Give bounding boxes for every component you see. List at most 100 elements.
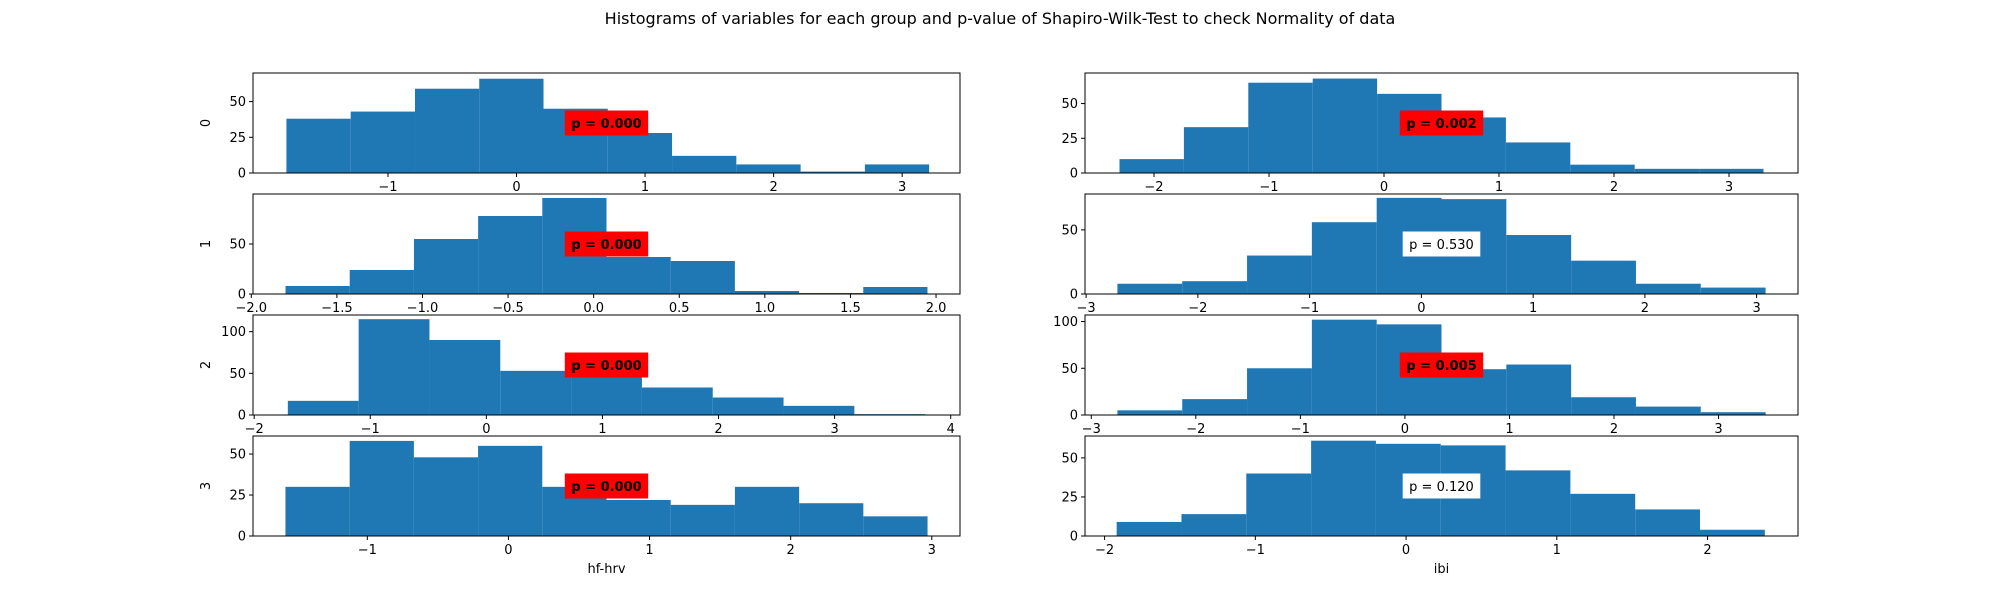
histogram-bar [1311,222,1377,294]
y-tick-label: 25 [1061,132,1078,147]
histogram-bar [863,516,928,536]
x-tick-label: 0 [1402,543,1410,558]
y-axis-label: 2 [199,361,214,369]
histogram-bar [1571,260,1636,294]
histogram-bar [864,164,930,173]
histogram-bar [1182,281,1248,294]
histogram-bar [1312,78,1378,173]
y-tick-label: 50 [1061,97,1078,112]
x-tick-label: 2 [714,422,722,437]
histogram-bar [1181,514,1247,536]
histogram-bar [1506,235,1572,294]
p-value-annotation: p = 0.000 [564,231,649,257]
y-axis-label: 1 [199,240,214,248]
x-tick-label: 0.0 [583,301,604,316]
histogram-bar [1635,283,1701,294]
p-value-box [1402,473,1481,499]
histogram-bar [287,400,359,415]
x-tick-label: 0 [1401,422,1409,437]
y-tick-label: 0 [1070,530,1078,545]
p-value-text: p = 0.005 [1406,359,1476,374]
histogram-bar [607,133,673,173]
p-value-annotation: p = 0.120 [1402,473,1481,499]
histogram-bar [800,171,865,173]
p-value-annotation: p = 0.000 [564,352,649,378]
x-tick-label: 2 [1610,180,1618,195]
x-tick-label: 3 [928,543,936,558]
x-tick-label: 2 [769,180,777,195]
axes-frame [252,435,961,537]
histogram-bar [1634,168,1700,173]
histogram-bar [350,111,415,173]
x-tick-label: −1 [1291,422,1310,437]
axes-frame [252,72,961,174]
y-tick-label: 25 [1061,490,1078,505]
p-value-text: p = 0.000 [571,359,641,374]
histogram-bar [500,370,572,415]
x-tick-label: 1.0 [755,301,776,316]
histogram-bar [1182,399,1248,415]
histogram-bar [606,257,671,294]
y-tick-label: 0 [238,167,246,182]
p-value-box [564,231,649,257]
x-tick-label: −2 [245,422,264,437]
x-tick-label: 2 [1641,301,1649,316]
y-tick-label: 0 [1070,167,1078,182]
panel-hf-hrv-group-2: −2 −1 0 1 2 3 4 0 50 100 2 p = 0.000 [199,314,961,437]
x-tick-label: 0 [512,180,520,195]
x-tick-label: 1 [645,543,653,558]
y-axis-label: 0 [199,119,214,127]
x-tick-label: 3 [898,180,906,195]
y-tick-label: 50 [229,367,246,382]
histogram-bar [413,239,479,294]
p-value-text: p = 0.002 [1406,117,1476,132]
histogram-bar [1635,406,1701,415]
y-axis-label: 3 [199,482,214,490]
y-tick-label: 0 [238,409,246,424]
panel-ibi-group-3: −2 −1 0 1 2 0 25 50 ibi p = 0.120 [1061,435,1799,577]
histogram-bar [349,440,414,536]
p-value-annotation: p = 0.005 [1399,352,1484,378]
y-tick-label: 50 [1061,362,1078,377]
p-value-text: p = 0.530 [1409,238,1474,253]
y-tick-label: 0 [1070,288,1078,303]
histogram-bar [1700,529,1765,536]
histogram-bar [479,78,544,173]
figure-title: Histograms of variables for each group a… [605,9,1396,28]
histogram-bar [799,503,864,536]
histogram-bar [358,319,430,415]
histogram-bar [285,286,350,294]
histogram-bar [1635,509,1701,536]
x-tick-label: −2 [1188,301,1207,316]
histogram-bar [349,270,414,294]
panel-hf-hrv-group-3: −1 0 1 2 3 0 25 50 3 hf-hrv p = 0.000 [199,435,961,577]
histogram-bar [641,387,713,415]
p-value-annotation: p = 0.002 [1399,110,1484,136]
x-tick-label: 1 [1505,422,1513,437]
histogram-bar [1311,440,1376,536]
y-tick-label: 0 [238,288,246,303]
x-tick-label: 1 [1553,543,1561,558]
histogram-bar [1505,470,1571,536]
x-tick-label: 1 [1529,301,1537,316]
x-tick-label: 3 [1725,180,1733,195]
x-tick-label: −1 [1246,543,1265,558]
p-value-text: p = 0.000 [571,117,641,132]
histogram-bar [414,88,480,173]
histogram-bar [1248,82,1313,173]
p-value-annotation: p = 0.530 [1402,231,1481,257]
histogram-bar [429,340,501,415]
p-value-box [564,110,649,136]
panel-ibi-group-1: −3 −2 −1 0 1 2 3 0 50 p = 0.530 [1061,193,1799,316]
x-tick-label: 0 [482,422,490,437]
x-tick-label: −1 [378,180,397,195]
histogram-bar [670,261,735,294]
histogram-bar [1183,127,1249,173]
x-tick-label: −2 [1095,543,1114,558]
histogram-bar [1247,368,1312,415]
histogram-bar [1311,319,1377,415]
x-tick-label: 0 [504,543,512,558]
x-tick-label: −1.0 [407,301,439,316]
x-tick-label: 2.0 [926,301,947,316]
